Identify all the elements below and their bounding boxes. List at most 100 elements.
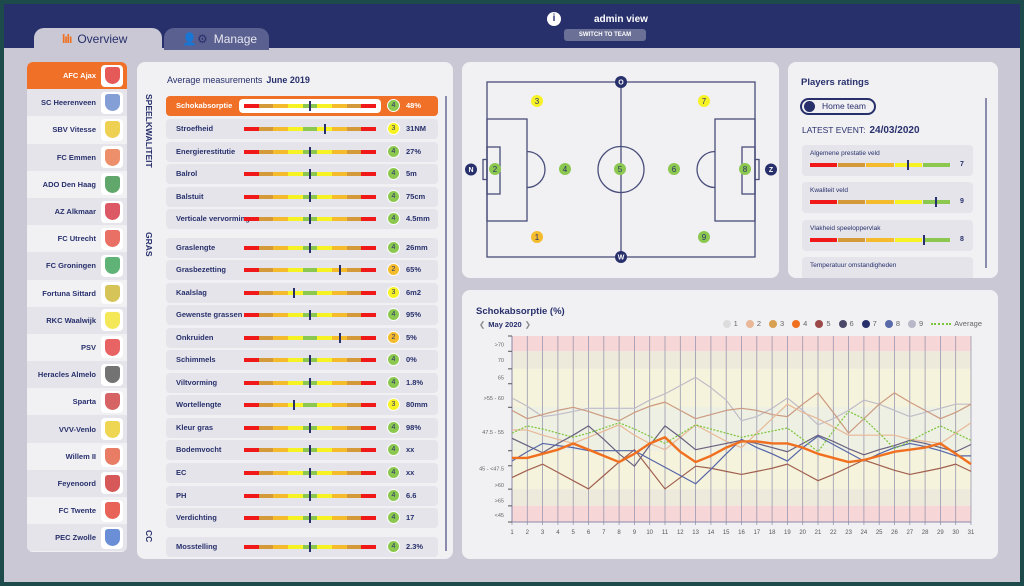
sidebar-item-team[interactable]: VVV-Venlo	[27, 415, 127, 443]
measurement-row[interactable]: PH 4 6.6	[166, 486, 438, 506]
rating-card[interactable]: Temperatuur omstandigheden	[802, 257, 973, 278]
measurement-point[interactable]	[531, 95, 543, 107]
period: June 2019	[266, 75, 310, 85]
measurement-row[interactable]: Bodemvocht 4 xx	[166, 440, 438, 460]
scrollbar[interactable]	[445, 96, 447, 551]
scale-segment	[273, 381, 289, 385]
legend-item[interactable]: 8	[884, 319, 900, 328]
legend-item[interactable]: 4	[792, 319, 807, 328]
legend-item[interactable]: 7	[861, 319, 877, 328]
scale-segment	[317, 268, 333, 272]
measurement-row[interactable]: Mosstelling 4 2.3%	[166, 537, 438, 557]
sidebar-item-team[interactable]: FC Twente	[27, 497, 127, 524]
measurement-point[interactable]	[489, 163, 501, 175]
scale-segment	[922, 238, 951, 242]
sidebar-item-team[interactable]: Willem II	[27, 443, 127, 470]
measurement-row[interactable]: Stroefheid 3 31NM	[166, 119, 438, 139]
scale-segment	[273, 217, 289, 221]
rating-card[interactable]: Algemene prestatie veld 7	[802, 145, 973, 176]
measurement-point[interactable]	[668, 163, 680, 175]
measurement-point[interactable]	[614, 163, 626, 175]
measurement-point[interactable]	[531, 231, 543, 243]
measurement-row[interactable]: EC 4 xx	[166, 463, 438, 483]
measurement-point[interactable]	[739, 163, 751, 175]
sidebar-item-team[interactable]: PSV	[27, 334, 127, 361]
info-icon[interactable]: i	[547, 12, 561, 26]
home-team-toggle[interactable]: Home team	[800, 98, 876, 115]
legend-item[interactable]: Average	[931, 319, 982, 328]
measurement-row[interactable]: Graslengte 4 26mm	[166, 238, 438, 258]
measurement-row[interactable]: Viltvorming 4 1.8%	[166, 373, 438, 393]
measurement-name: Kaalslag	[176, 288, 207, 297]
legend-item[interactable]: 3	[768, 319, 784, 328]
scale-segment	[244, 150, 259, 154]
sidebar-item-team[interactable]: FC Utrecht	[27, 225, 127, 252]
scale-segment	[244, 195, 259, 199]
scale-segment	[244, 426, 259, 430]
scale-segment	[273, 403, 289, 407]
legend-item[interactable]: 2	[745, 319, 761, 328]
measurement-row[interactable]: Kaalslag 3 6m2	[166, 283, 438, 303]
rating-label: Kwaliteit veld	[810, 187, 848, 194]
sidebar-item-team[interactable]: Fortuna Sittard	[27, 280, 127, 307]
scale-segment	[317, 545, 333, 549]
sidebar-item-team[interactable]: PEC Zwolle	[27, 524, 127, 552]
measurement-point[interactable]	[559, 163, 571, 175]
month-selector: ❮ May 2020 ❯	[476, 320, 534, 329]
crest-shape	[104, 447, 120, 465]
rating-card[interactable]: Vlakheid speeloppervlak 8	[802, 220, 973, 251]
scale-segment	[346, 403, 362, 407]
compass-label: Z	[769, 167, 774, 174]
measurement-row[interactable]: Energierestitutie 4 27%	[166, 142, 438, 162]
team-logo-icon	[101, 118, 123, 141]
measurement-row[interactable]: Grasbezetting 2 65%	[166, 260, 438, 280]
legend-item[interactable]: 6	[838, 319, 854, 328]
sidebar-item-team[interactable]: Feyenoord	[27, 469, 127, 497]
prev-month-button[interactable]: ❮	[479, 320, 486, 329]
measurement-row[interactable]: Balrol 4 5m	[166, 164, 438, 184]
scale-segment	[258, 313, 274, 317]
legend-item[interactable]: 5	[815, 319, 831, 328]
sidebar-item-team[interactable]: Sparta	[27, 388, 127, 415]
tab-overview[interactable]: lılı Overview	[34, 28, 162, 50]
x-tick-label: 31	[968, 530, 975, 536]
tab-manage[interactable]: 👤⚙ Manage	[164, 28, 269, 50]
x-tick-label: 19	[784, 530, 791, 536]
measurement-point[interactable]	[698, 95, 710, 107]
measurement-row[interactable]: Onkruiden 2 5%	[166, 328, 438, 348]
sidebar-item-team[interactable]: AFC Ajax	[27, 62, 127, 90]
legend-item[interactable]: 9	[908, 319, 923, 328]
scrollbar[interactable]	[985, 98, 987, 268]
scale-segment	[361, 494, 377, 498]
scale-bar	[244, 265, 377, 275]
measurement-row[interactable]: Gewenste grassen 4 95%	[166, 305, 438, 325]
crest-shape	[104, 338, 120, 356]
measurement-row[interactable]: Balstuit 4 75cm	[166, 187, 438, 207]
measurement-row[interactable]: Wortellengte 3 80mm	[166, 395, 438, 415]
measurement-name: Schimmels	[176, 355, 216, 364]
measurement-row[interactable]: Schimmels 4 0%	[166, 350, 438, 370]
sidebar-item-team[interactable]: SBV Vitesse	[27, 116, 127, 143]
scale-segment	[258, 516, 274, 520]
switch-to-team-button[interactable]: SWITCH TO TEAM	[564, 29, 646, 41]
measurement-row[interactable]: Schokabsorptie 4 48%	[166, 96, 438, 116]
scale-segment	[302, 403, 318, 407]
legend-marker	[815, 319, 824, 328]
measurement-point[interactable]	[698, 231, 710, 243]
measurement-row[interactable]: Kleur gras 4 98%	[166, 418, 438, 438]
measurement-row[interactable]: Verticale vervorming 4 4.5mm	[166, 209, 438, 229]
sidebar-item-team[interactable]: FC Groningen	[27, 252, 127, 280]
scale-bar	[244, 491, 377, 501]
scale-segment	[258, 471, 274, 475]
sidebar-item-team[interactable]: Heracles Almelo	[27, 361, 127, 389]
measurement-row[interactable]: Verdichting 4 17	[166, 508, 438, 528]
sidebar-item-team[interactable]: SC Heerenveen	[27, 89, 127, 117]
next-month-button[interactable]: ❯	[524, 320, 531, 329]
sidebar-item-team[interactable]: AZ Alkmaar	[27, 197, 127, 226]
legend-item[interactable]: 1	[722, 319, 738, 328]
sidebar-item-team[interactable]: RKC Waalwijk	[27, 306, 127, 334]
rating-card[interactable]: Kwaliteit veld 9	[802, 182, 973, 213]
sidebar-item-team[interactable]: ADO Den Haag	[27, 171, 127, 198]
sidebar-item-team[interactable]: FC Emmen	[27, 143, 127, 171]
scale-marker	[309, 513, 311, 523]
